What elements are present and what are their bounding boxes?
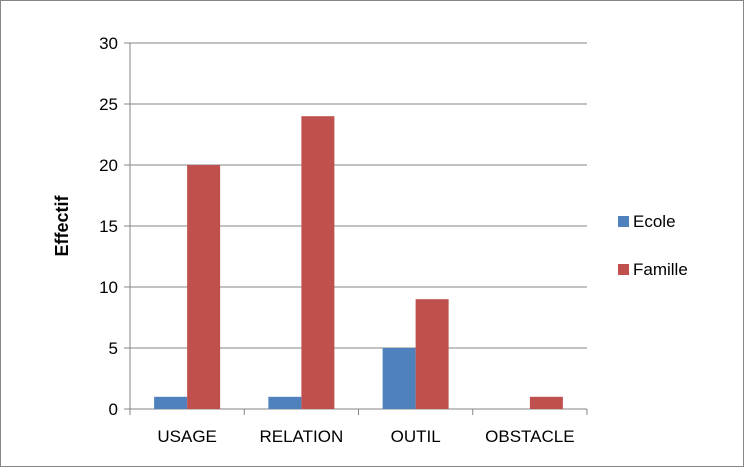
x-tick-label: RELATION [259,427,343,446]
x-tick-label: OUTIL [391,427,441,446]
y-axis-title: Effectif [52,194,72,256]
legend: Ecole Famille [618,212,688,279]
bar-famille-usage [187,165,221,409]
x-tick-label: USAGE [157,427,217,446]
y-tick-label: 20 [99,156,118,175]
bar-ecole-relation [268,396,302,409]
y-tick-label: 25 [99,95,118,114]
bars [154,116,563,409]
y-tick-label: 5 [109,339,118,358]
bar-famille-obstacle [529,396,563,409]
legend-label-ecole: Ecole [633,212,676,231]
x-tick-label: OBSTACLE [485,427,574,446]
tick-labels: 0 5 10 15 20 25 30 USAGE RELATION OUTIL OBSTACLE [99,34,575,446]
legend-label-famille: Famille [633,260,688,279]
bar-ecole-usage [154,396,188,409]
y-tick-label: 30 [99,34,118,53]
legend-swatch-famille [618,264,629,275]
y-tick-label: 15 [99,217,118,236]
bar-famille-relation [301,116,335,409]
bar-famille-outil [415,299,449,409]
y-tick-label: 10 [99,278,118,297]
y-tick-label: 0 [109,400,118,419]
axes [124,42,588,415]
bar-ecole-outil [382,348,416,409]
legend-swatch-ecole [618,216,629,227]
